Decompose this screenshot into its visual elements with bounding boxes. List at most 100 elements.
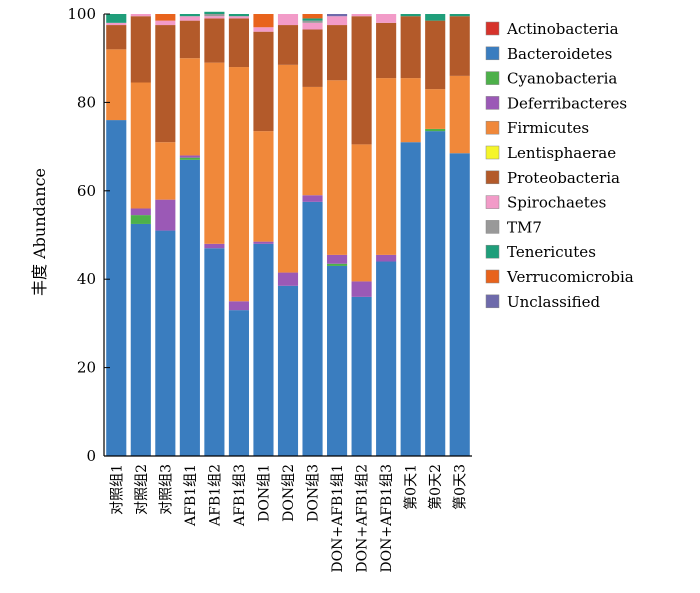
legend-label: Proteobacteria <box>507 169 620 187</box>
x-tick-label: 第0天2 <box>427 464 444 510</box>
x-tick-label: 第0天3 <box>452 464 469 510</box>
legend-label: Tenericutes <box>507 243 596 261</box>
x-tick-label: AFB1组1 <box>183 464 199 527</box>
legend-label: Verrucomicrobia <box>506 268 634 286</box>
bar-segment <box>155 14 176 21</box>
bar-segment <box>179 159 200 457</box>
bar-segment <box>277 272 299 286</box>
bar-segment <box>204 16 225 19</box>
legend-label: Spirochaetes <box>507 194 606 212</box>
legend-label: Firmicutes <box>507 119 589 137</box>
bar-segment <box>327 265 348 456</box>
bar-segment <box>277 64 299 273</box>
x-tick-label: DON+AFB1组1 <box>330 464 346 573</box>
bar-segment <box>179 157 200 160</box>
bar-segment <box>400 142 421 456</box>
legend-swatch <box>485 269 500 284</box>
x-tick-label: DON+AFB1组2 <box>355 464 371 573</box>
legend-label: Deferribacteres <box>507 94 627 112</box>
bar-segment <box>204 11 225 14</box>
bar-segment <box>277 25 299 65</box>
x-tick-label: 对照组1 <box>109 464 125 515</box>
bar-segment <box>106 14 127 23</box>
bar-segment <box>253 14 274 28</box>
bar-segment <box>106 49 127 121</box>
bar-segment <box>302 29 323 87</box>
bar-segment <box>376 261 397 456</box>
bar-segment <box>351 14 372 17</box>
x-tick-label: 第0天1 <box>403 464 420 510</box>
x-tick-label: DON组3 <box>306 464 322 522</box>
bar-segment <box>351 281 372 297</box>
bar-segment <box>376 22 397 79</box>
bar-segment <box>228 16 249 19</box>
legend-swatch <box>485 46 500 61</box>
bar-segment <box>449 153 470 457</box>
bar-group <box>106 11 470 457</box>
bar-segment <box>106 120 127 456</box>
bar-segment <box>425 20 446 90</box>
bar-segment <box>130 16 151 83</box>
legend-swatch <box>485 96 500 110</box>
legend-label: TM7 <box>507 218 542 236</box>
y-tick-label: 60 <box>77 182 96 200</box>
x-tick-label: DON组2 <box>281 464 297 522</box>
x-tick-label: DON组1 <box>256 464 272 522</box>
bar-segment <box>302 201 323 456</box>
bar-segment <box>327 25 348 81</box>
bar-segment <box>179 58 200 156</box>
bar-segment <box>400 14 421 17</box>
bar-segment <box>253 241 274 244</box>
bar-segment <box>277 14 299 26</box>
legend-swatch <box>485 71 500 85</box>
bar-segment <box>155 199 176 231</box>
bar-segment <box>228 18 249 68</box>
bar-segment <box>155 142 176 200</box>
bar-segment <box>351 16 372 145</box>
x-tick-label: AFB1组2 <box>207 464 223 527</box>
bar-segment <box>302 18 323 21</box>
legend-swatch <box>485 120 500 135</box>
bar-segment <box>204 18 225 63</box>
bar-segment <box>327 263 348 266</box>
bar-segment <box>204 62 225 244</box>
bar-segment <box>106 22 127 26</box>
bar-segment <box>179 14 200 17</box>
y-tick-label: 100 <box>67 5 96 23</box>
bar-segment <box>253 27 274 32</box>
bar-segment <box>327 80 348 255</box>
bar-segment <box>130 14 151 17</box>
bar-segment <box>449 75 470 154</box>
x-tick-label: 对照组3 <box>158 464 174 515</box>
bar-segment <box>302 86 323 196</box>
bar-segment <box>179 20 200 59</box>
bar-segment <box>277 285 299 456</box>
bar-segment <box>204 248 225 456</box>
bar-segment <box>179 16 200 21</box>
legend-swatch <box>485 244 500 259</box>
bar-segment <box>327 16 348 26</box>
bar-segment <box>449 16 470 76</box>
bar-segment <box>228 301 249 311</box>
bar-segment <box>302 195 323 202</box>
bar-segment <box>425 89 446 129</box>
legend-swatch <box>485 21 500 36</box>
legend-swatch <box>485 294 500 309</box>
legend-swatch <box>485 220 500 234</box>
legend-swatch <box>485 170 500 185</box>
bar-segment <box>130 215 151 224</box>
bar-segment <box>351 296 372 456</box>
bar-segment <box>376 78 397 255</box>
bar-segment <box>327 14 348 17</box>
bar-segment <box>425 128 446 132</box>
bar-segment <box>130 208 151 216</box>
legend-label: Unclassified <box>507 293 601 311</box>
bar-segment <box>425 14 446 21</box>
bar-segment <box>228 14 249 17</box>
bar-segment <box>155 25 176 143</box>
bar-segment <box>204 243 225 249</box>
y-tick-label: 20 <box>77 359 96 377</box>
bar-segment <box>228 67 249 302</box>
bar-segment <box>302 14 323 19</box>
